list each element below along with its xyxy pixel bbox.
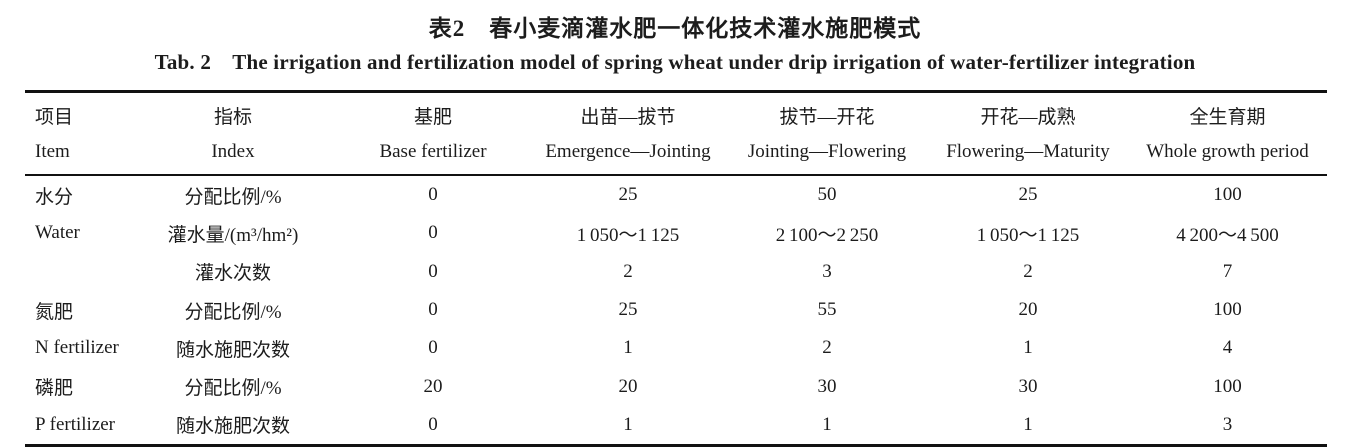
column-header-en: Whole growth period	[1146, 141, 1309, 162]
table-cell: 灌水次数	[194, 263, 271, 285]
column-header-en: Flowering—Maturity	[946, 141, 1110, 162]
table-cell: 4 200～4 500	[1176, 224, 1279, 246]
table-row: Water 灌水量/(m³/hm²) 0 1 050～1 125 2 100～2 250…	[25, 214, 1327, 252]
column-header-en: Index	[211, 141, 255, 162]
table-cell: 0	[428, 222, 438, 244]
table-cell: Water	[35, 222, 80, 244]
table-cell: 0	[428, 337, 438, 359]
table-cell: 水分	[35, 186, 74, 208]
table-cell: 0	[428, 260, 438, 282]
table-cell: 2 100～2 250	[775, 224, 879, 246]
table-body: 水分 分配比例/% 0 25 50 25 100 Water 灌水量/(m³/hm²) 0 1 05…	[25, 175, 1327, 446]
table-cell: 4	[1222, 337, 1233, 359]
column-header-en: Jointing—Flowering	[747, 141, 907, 162]
table-cell: 0	[428, 184, 438, 206]
table-cell: 55	[817, 299, 837, 321]
header-row-chinese: 项目 指标 基肥 出苗—拔节 拔节—开花 开花—成熟 全生育期	[25, 92, 1327, 135]
table-cell	[25, 253, 130, 291]
table-cell: 20	[618, 375, 638, 397]
table-cell: 20	[423, 375, 443, 397]
table-cell: 100	[1213, 375, 1242, 397]
table-header: 项目 指标 基肥 出苗—拔节 拔节—开花 开花—成熟 全生育期 Item Ind…	[25, 92, 1327, 175]
table-cell: 1 050～1 125	[576, 224, 680, 246]
column-header-en: Emergence—Jointing	[545, 141, 711, 162]
header-row-english: Item Index Base fertilizer Emergence—Joi…	[25, 134, 1327, 175]
table-cell: 0	[428, 413, 438, 435]
table-cell: 灌水量/(m³/hm²)	[167, 224, 299, 246]
table-cell: 1	[1023, 413, 1033, 435]
table-row: P fertilizer 随水施肥次数 0 1 1 1 3	[25, 406, 1327, 446]
column-header-zh: 基肥	[413, 107, 452, 128]
table-cell: 25	[618, 184, 638, 206]
table-row: 氮肥 分配比例/% 0 25 55 20 100	[25, 291, 1327, 329]
table-cell: 分配比例/%	[184, 378, 282, 400]
table-row: 水分 分配比例/% 0 25 50 25 100	[25, 175, 1327, 214]
table-cell: 随水施肥次数	[175, 339, 290, 361]
table-cell: 1	[822, 413, 832, 435]
table-cell: 2	[822, 337, 832, 359]
table-cell: 分配比例/%	[184, 186, 282, 208]
table-row: N fertilizer 随水施肥次数 0 1 2 1 4	[25, 329, 1327, 367]
table-title-english: Tab. 2 The irrigation and fertilization …	[154, 50, 1196, 74]
table-cell: 30	[1018, 375, 1038, 397]
table-cell: 1 050～1 125	[976, 224, 1080, 246]
column-header-zh: 指标	[213, 107, 252, 128]
table-cell: 7	[1222, 260, 1233, 282]
table-cell: 3	[822, 260, 832, 282]
column-header-zh: 全生育期	[1189, 107, 1266, 128]
table-cell: 2	[1023, 260, 1033, 282]
column-header-zh: 拔节—开花	[779, 107, 875, 128]
table-cell: 100	[1213, 299, 1242, 321]
table-row: 磷肥 分配比例/% 20 20 30 30 100	[25, 367, 1327, 405]
table-cell: 50	[817, 184, 837, 206]
table-cell: P fertilizer	[35, 413, 116, 435]
table-row: 灌水次数 0 2 3 2 7	[25, 253, 1327, 291]
table-cell: 25	[618, 299, 638, 321]
column-header-en: Base fertilizer	[379, 141, 487, 162]
irrigation-fertilization-table: 项目 指标 基肥 出苗—拔节 拔节—开花 开花—成熟 全生育期 Item Ind…	[25, 90, 1327, 447]
table-cell: 1	[623, 413, 633, 435]
table-cell: 分配比例/%	[184, 301, 282, 323]
column-header-zh: 项目	[35, 107, 74, 128]
table-cell: 25	[1018, 184, 1038, 206]
table-cell: 20	[1018, 299, 1038, 321]
table-cell: 1	[623, 337, 633, 359]
table-cell: 氮肥	[35, 301, 74, 323]
table-cell: 随水施肥次数	[175, 416, 290, 438]
table-title-chinese: 表2 春小麦滴灌水肥一体化技术灌水施肥模式	[428, 16, 922, 41]
table-cell: 磷肥	[35, 378, 74, 400]
column-header-zh: 开花—成熟	[980, 107, 1076, 128]
table-cell: 0	[428, 299, 438, 321]
table-cell: 2	[623, 260, 633, 282]
table-cell: 1	[1023, 337, 1033, 359]
table-cell: N fertilizer	[35, 337, 119, 359]
column-header-zh: 出苗—拔节	[580, 107, 676, 128]
table-cell: 30	[817, 375, 837, 397]
table-cell: 100	[1213, 184, 1242, 206]
table-cell: 3	[1222, 413, 1233, 435]
column-header-en: Item	[35, 141, 70, 162]
